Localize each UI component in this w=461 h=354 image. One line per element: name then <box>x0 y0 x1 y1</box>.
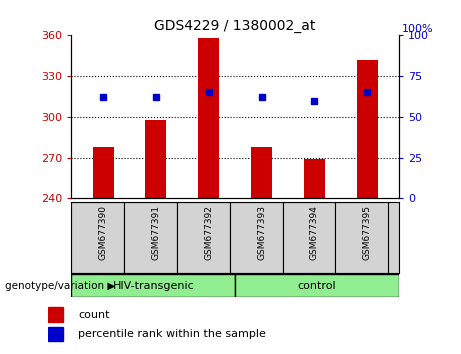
Text: GSM677395: GSM677395 <box>363 205 372 260</box>
Bar <box>336 202 388 273</box>
Bar <box>177 202 230 273</box>
Text: GSM677394: GSM677394 <box>310 205 319 260</box>
Text: 100%: 100% <box>402 24 433 34</box>
Bar <box>48 307 63 322</box>
Text: GSM677393: GSM677393 <box>257 205 266 260</box>
Bar <box>93 147 114 198</box>
Bar <box>230 202 283 273</box>
Text: GSM677392: GSM677392 <box>204 205 213 260</box>
Bar <box>251 147 272 198</box>
Text: control: control <box>298 281 336 291</box>
Bar <box>71 202 124 273</box>
Title: GDS4229 / 1380002_at: GDS4229 / 1380002_at <box>154 19 316 33</box>
Bar <box>356 60 378 198</box>
Bar <box>71 274 235 297</box>
Text: genotype/variation ▶: genotype/variation ▶ <box>5 281 115 291</box>
Text: percentile rank within the sample: percentile rank within the sample <box>78 329 266 339</box>
Bar <box>48 327 63 341</box>
Bar <box>304 159 325 198</box>
Text: HIV-transgenic: HIV-transgenic <box>112 281 194 291</box>
Text: count: count <box>78 309 109 320</box>
Bar <box>283 202 336 273</box>
Bar <box>124 202 177 273</box>
Bar <box>235 274 399 297</box>
Bar <box>198 38 219 198</box>
Text: GSM677391: GSM677391 <box>151 205 160 260</box>
Text: GSM677390: GSM677390 <box>99 205 107 260</box>
Bar <box>145 120 166 198</box>
